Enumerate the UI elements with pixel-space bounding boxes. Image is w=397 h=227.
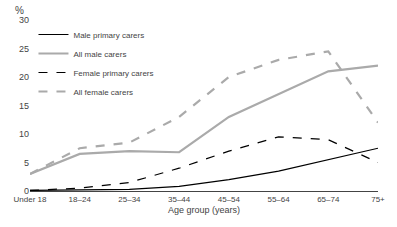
- svg-text:25: 25: [19, 44, 29, 54]
- svg-text:0: 0: [24, 186, 29, 196]
- svg-text:15: 15: [19, 101, 29, 111]
- svg-text:Age group (years): Age group (years): [168, 205, 240, 215]
- svg-text:55–64: 55–64: [267, 195, 290, 204]
- svg-text:All female carers: All female carers: [73, 88, 133, 97]
- svg-text:45–54: 45–54: [218, 195, 241, 204]
- svg-text:10: 10: [19, 129, 29, 139]
- svg-text:35–44: 35–44: [168, 195, 191, 204]
- svg-text:30: 30: [19, 15, 29, 25]
- svg-text:75+: 75+: [371, 195, 385, 204]
- svg-text:Male primary carers: Male primary carers: [73, 31, 144, 40]
- svg-text:All male carers: All male carers: [73, 50, 126, 59]
- svg-text:65–74: 65–74: [317, 195, 340, 204]
- svg-text:25–34: 25–34: [118, 195, 141, 204]
- svg-text:5: 5: [24, 158, 29, 168]
- svg-text:18–24: 18–24: [69, 195, 92, 204]
- svg-text:Female primary carers: Female primary carers: [73, 69, 153, 78]
- svg-text:20: 20: [19, 72, 29, 82]
- svg-text:%: %: [15, 5, 24, 16]
- svg-text:Under 18: Under 18: [14, 195, 47, 204]
